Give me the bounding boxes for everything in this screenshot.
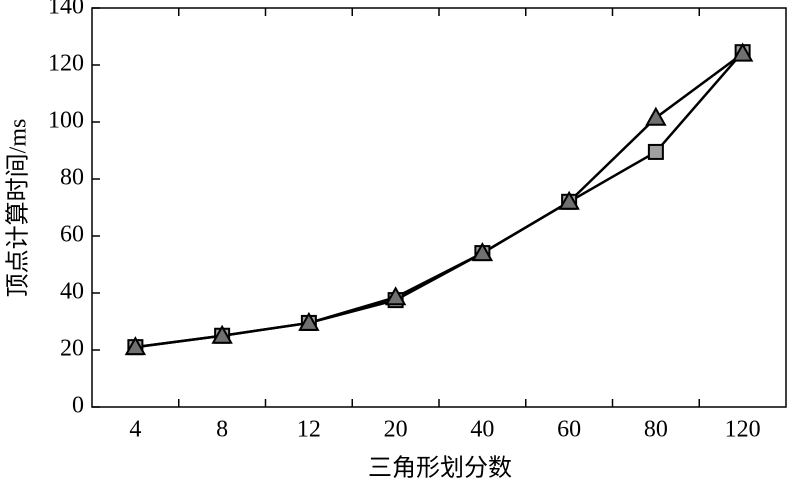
- x-tick-label: 12: [297, 417, 321, 443]
- plot-frame: [91, 7, 787, 408]
- x-tick-label: 80: [644, 417, 668, 443]
- y-tick-label: 120: [48, 51, 84, 77]
- marker: [645, 106, 667, 126]
- marker: [211, 324, 233, 344]
- x-axis-label: 三角形划分数: [368, 455, 512, 482]
- marker: [647, 143, 664, 160]
- marker: [384, 286, 407, 306]
- marker: [558, 190, 580, 210]
- series-line: [135, 51, 744, 349]
- x-tick-label: 4: [129, 417, 141, 443]
- y-tick-label: 100: [48, 108, 84, 134]
- y-tick-label: 20: [60, 336, 84, 362]
- series-line: [135, 52, 744, 349]
- y-axis-label: 顶点计算时间/ms: [5, 119, 32, 298]
- x-tick-label: 8: [216, 417, 228, 443]
- y-tick-label: 40: [60, 279, 84, 305]
- marker: [471, 242, 494, 262]
- x-tick-label: 20: [384, 417, 408, 443]
- x-tick-label: 120: [725, 417, 761, 443]
- y-tick-label: 0: [72, 393, 84, 419]
- marker: [731, 42, 754, 62]
- x-tick-label: 40: [470, 417, 494, 443]
- marker: [298, 311, 320, 331]
- y-tick-label: 60: [60, 222, 84, 248]
- y-tick-label: 140: [48, 0, 84, 20]
- y-tick-label: 80: [60, 165, 84, 191]
- x-tick-label: 60: [557, 417, 581, 443]
- marker: [124, 336, 147, 356]
